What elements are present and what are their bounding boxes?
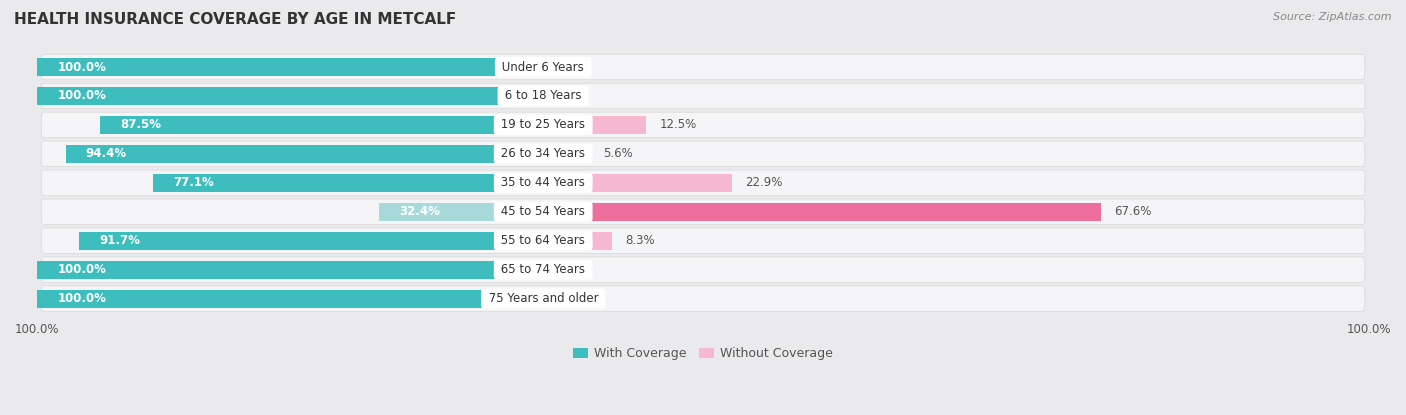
- Text: Source: ZipAtlas.com: Source: ZipAtlas.com: [1274, 12, 1392, 22]
- Bar: [37, 58, 543, 76]
- FancyBboxPatch shape: [41, 199, 1365, 225]
- Bar: [543, 232, 612, 250]
- Text: Under 6 Years: Under 6 Years: [499, 61, 588, 73]
- Text: 65 to 74 Years: 65 to 74 Years: [498, 263, 589, 276]
- Text: 100.0%: 100.0%: [58, 263, 105, 276]
- FancyBboxPatch shape: [41, 112, 1365, 138]
- Bar: [543, 145, 589, 163]
- Text: 45 to 54 Years: 45 to 54 Years: [498, 205, 589, 218]
- FancyBboxPatch shape: [41, 83, 1365, 109]
- Text: HEALTH INSURANCE COVERAGE BY AGE IN METCALF: HEALTH INSURANCE COVERAGE BY AGE IN METC…: [14, 12, 457, 27]
- FancyBboxPatch shape: [41, 170, 1365, 195]
- Bar: [543, 203, 1101, 221]
- Text: 26 to 34 Years: 26 to 34 Years: [498, 147, 589, 160]
- Bar: [37, 261, 543, 278]
- FancyBboxPatch shape: [41, 286, 1365, 311]
- FancyBboxPatch shape: [41, 228, 1365, 254]
- Text: 87.5%: 87.5%: [121, 118, 162, 132]
- FancyBboxPatch shape: [41, 257, 1365, 283]
- Text: 12.5%: 12.5%: [659, 118, 697, 132]
- Bar: [66, 145, 543, 163]
- Text: 100.0%: 100.0%: [58, 61, 105, 73]
- Text: 75 Years and older: 75 Years and older: [485, 292, 602, 305]
- Text: 55 to 64 Years: 55 to 64 Years: [498, 234, 589, 247]
- Text: 35 to 44 Years: 35 to 44 Years: [498, 176, 589, 189]
- Text: 19 to 25 Years: 19 to 25 Years: [498, 118, 589, 132]
- Text: 6 to 18 Years: 6 to 18 Years: [501, 90, 585, 103]
- Text: 22.9%: 22.9%: [745, 176, 783, 189]
- Bar: [37, 290, 543, 308]
- Text: 32.4%: 32.4%: [399, 205, 440, 218]
- Bar: [100, 116, 543, 134]
- Text: 77.1%: 77.1%: [173, 176, 214, 189]
- FancyBboxPatch shape: [41, 141, 1365, 166]
- Text: 91.7%: 91.7%: [100, 234, 141, 247]
- Legend: With Coverage, Without Coverage: With Coverage, Without Coverage: [568, 342, 838, 365]
- Text: 94.4%: 94.4%: [86, 147, 127, 160]
- Text: 100.0%: 100.0%: [58, 292, 105, 305]
- Bar: [37, 87, 543, 105]
- Text: 100.0%: 100.0%: [58, 90, 105, 103]
- Bar: [380, 203, 543, 221]
- Text: 8.3%: 8.3%: [626, 234, 655, 247]
- Text: 5.6%: 5.6%: [603, 147, 633, 160]
- Bar: [79, 232, 543, 250]
- FancyBboxPatch shape: [41, 54, 1365, 80]
- Bar: [543, 174, 733, 192]
- Bar: [153, 174, 543, 192]
- Text: 67.6%: 67.6%: [1115, 205, 1152, 218]
- Bar: [543, 116, 647, 134]
